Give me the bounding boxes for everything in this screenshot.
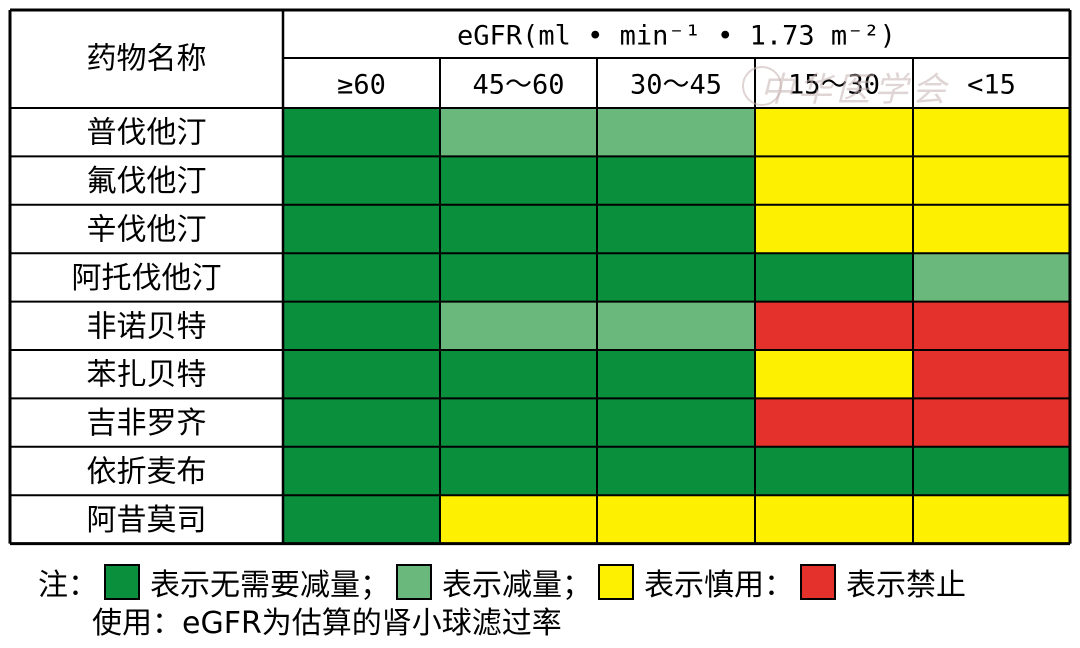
row-header-label: 药物名称 (87, 42, 207, 77)
cell-no-reduction (597, 253, 755, 302)
cell-no-reduction (283, 301, 440, 350)
cell-caution (755, 495, 913, 544)
cell-no-reduction (283, 156, 440, 205)
legend-separator: ； (562, 568, 592, 603)
cell-forbidden (913, 398, 1070, 447)
drug-egfr-table: 药物名称 eGFR(ml • min⁻¹ • 1.73 m⁻²) ≥60 45～6… (8, 8, 1072, 546)
cell-forbidden (913, 350, 1070, 399)
row-label: 依折麦布 (87, 455, 207, 490)
legend: 注： 表示无需要减量 ； 表示减量 ； 表示慎用 ： 表示禁止 (38, 560, 966, 604)
cell-forbidden (755, 398, 913, 447)
cell-no-reduction (440, 398, 597, 447)
column-group-label: eGFR(ml • min⁻¹ • 1.73 m⁻²) (457, 21, 896, 52)
column-label: 45～60 (472, 70, 564, 101)
cell-no-reduction (283, 204, 440, 254)
cell-no-reduction (440, 350, 597, 399)
legend-separator: ： (764, 568, 794, 603)
row-label: 氟伐他汀 (87, 164, 207, 199)
cell-caution (755, 108, 913, 157)
column-label: <15 (967, 70, 1016, 101)
row-label: 普伐他汀 (87, 116, 207, 151)
legend-note: 使用：eGFR为估算的肾小球滤过率 (92, 606, 562, 641)
cell-no-reduction (440, 253, 597, 302)
cell-no-reduction (440, 204, 597, 254)
cell-caution (913, 108, 1070, 157)
cell-reduce (440, 108, 597, 157)
cell-no-reduction (283, 446, 440, 496)
cell-caution (597, 495, 755, 544)
legend-label-reduce: 表示减量 (442, 568, 562, 603)
cell-caution (913, 204, 1070, 254)
legend-separator: ； (360, 568, 390, 603)
legend-swatch-reduce (396, 564, 432, 600)
cell-caution (755, 350, 913, 399)
legend-swatch-caution (598, 564, 634, 600)
cell-no-reduction (597, 446, 755, 496)
legend-swatch-no-reduction (104, 564, 140, 600)
cell-reduce (597, 108, 755, 157)
legend-label-caution: 表示慎用 (644, 568, 764, 603)
watermark: 中华医学会 (760, 70, 950, 110)
cell-caution (755, 204, 913, 254)
column-label: ≥60 (337, 70, 386, 101)
watermark-seal-icon (742, 66, 782, 106)
cell-caution (913, 495, 1070, 544)
cell-reduce (597, 301, 755, 350)
column-label: 30～45 (630, 70, 722, 101)
legend-label-forbidden: 表示禁止 (846, 568, 966, 603)
cell-no-reduction (440, 446, 597, 496)
cell-no-reduction (597, 204, 755, 254)
column-label: 15～30 (788, 70, 880, 101)
cell-no-reduction (283, 398, 440, 447)
cell-forbidden (913, 301, 1070, 350)
cell-caution (755, 156, 913, 205)
cell-no-reduction (283, 495, 440, 544)
cell-caution (440, 495, 597, 544)
cell-no-reduction (597, 398, 755, 447)
legend-label-no-reduction: 表示无需要减量 (150, 568, 360, 603)
cell-no-reduction (440, 156, 597, 205)
row-label: 阿托伐他汀 (72, 261, 222, 296)
row-label: 苯扎贝特 (87, 358, 207, 393)
cell-no-reduction (283, 253, 440, 302)
row-label: 辛伐他汀 (87, 213, 207, 248)
cell-no-reduction (755, 446, 913, 496)
cell-reduce (440, 301, 597, 350)
legend-prefix: 注： (38, 568, 98, 603)
cell-no-reduction (755, 253, 913, 302)
cell-reduce (913, 253, 1070, 302)
cell-no-reduction (283, 350, 440, 399)
cell-no-reduction (283, 108, 440, 157)
row-label: 吉非罗齐 (87, 406, 207, 441)
cell-no-reduction (597, 156, 755, 205)
cell-no-reduction (597, 350, 755, 399)
row-label: 非诺贝特 (87, 309, 207, 344)
legend-swatch-forbidden (800, 564, 836, 600)
row-label: 阿昔莫司 (87, 503, 207, 538)
cell-caution (913, 156, 1070, 205)
cell-forbidden (755, 301, 913, 350)
cell-no-reduction (913, 446, 1070, 496)
